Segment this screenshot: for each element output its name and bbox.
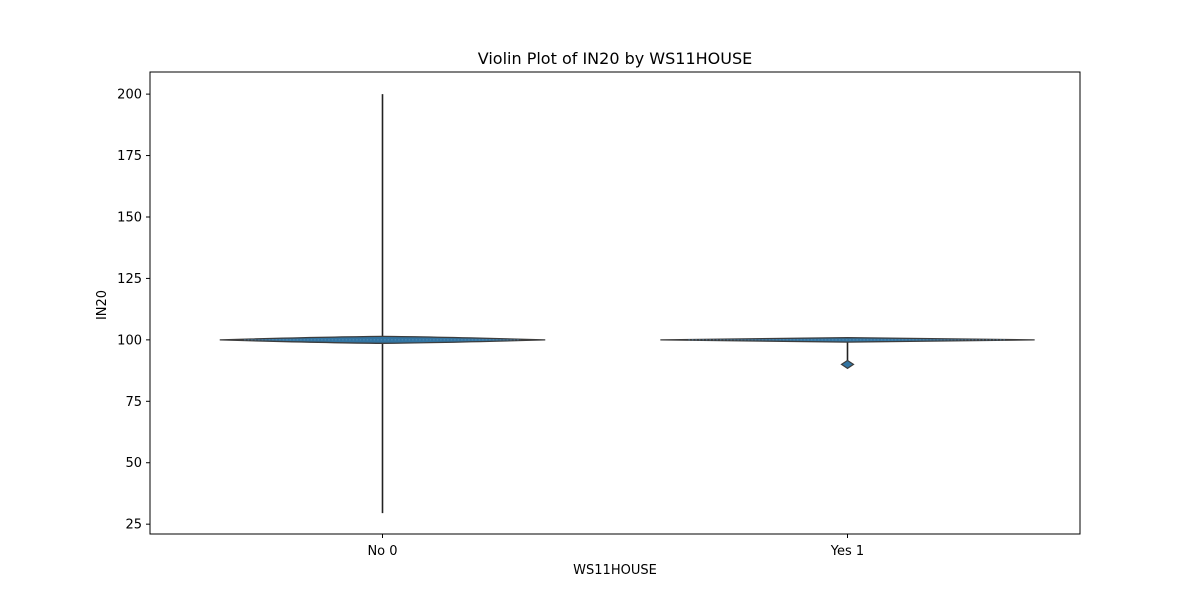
violin-outlier-bump [840, 359, 855, 370]
violin-body [219, 335, 546, 344]
violin-body [660, 336, 1035, 343]
violin-1 [219, 94, 546, 514]
x-axis-title: WS11HOUSE [573, 563, 657, 578]
y-tick-label: 50 [125, 456, 142, 471]
x-tick-label: No 0 [367, 544, 397, 559]
y-tick-label: 150 [117, 210, 142, 225]
y-tick-label: 200 [117, 88, 142, 103]
y-tick-label: 75 [125, 395, 142, 410]
x-axis: No 0 Yes 1 [367, 534, 864, 559]
y-tick-label: 175 [117, 149, 142, 164]
chart-title: Violin Plot of IN20 by WS11HOUSE [478, 49, 752, 68]
x-tick-label: Yes 1 [830, 544, 864, 559]
y-tick-label: 100 [117, 333, 142, 348]
plot-frame [149, 71, 1081, 535]
violin-2 [660, 336, 1035, 370]
y-tick-label: 125 [117, 272, 142, 287]
y-axis-title: IN20 [95, 290, 110, 320]
y-tick-label: 25 [125, 518, 142, 533]
y-axis: 25 50 75 100 125 150 175 200 [117, 88, 150, 533]
violins-layer [219, 94, 1035, 514]
